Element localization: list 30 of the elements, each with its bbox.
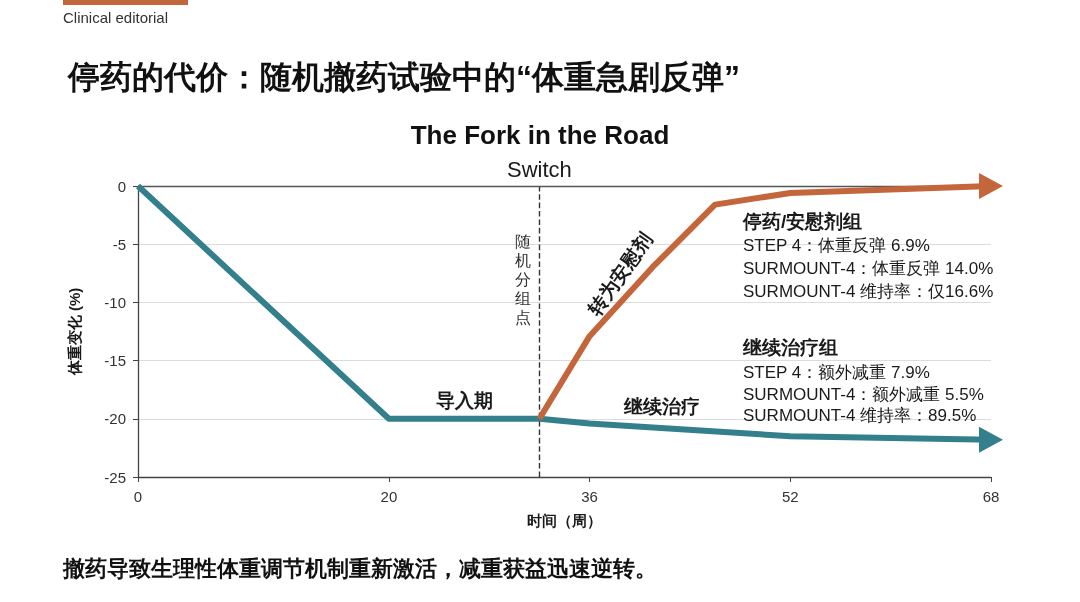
ref-line-label: Switch <box>507 156 572 182</box>
text: 撤药导致生理性体重调节机制重新激活，减重获益迅速逆转。 <box>62 555 657 581</box>
annotation: SURMOUNT-4：额外减重 5.5% <box>743 384 984 404</box>
x-tick-label: 68 <box>982 488 1000 505</box>
annotation: STEP 4：体重反弹 6.9% <box>743 235 930 255</box>
y-tick-label: -5 <box>112 235 126 253</box>
annotation: SURMOUNT-4 维持率：仅16.6% <box>743 281 994 301</box>
annotation: 停药/安慰剂组 <box>742 210 863 232</box>
x-tick-label: 36 <box>581 488 598 505</box>
annotation: 转为安慰剂 <box>583 229 656 320</box>
annotation: SURMOUNT-4 维持率：89.5% <box>743 405 977 425</box>
x-tick-label: 20 <box>380 488 398 505</box>
text: Clinical editorial <box>63 8 169 26</box>
chart-subtitle: The Fork in the Road <box>410 120 670 150</box>
y-tick-label: -15 <box>104 352 126 370</box>
annotation: SURMOUNT-4：体重反弹 14.0% <box>743 258 994 278</box>
x-tick-label: 52 <box>781 488 799 505</box>
annotation: 继续治疗 <box>623 395 700 417</box>
annotation: 导入期 <box>435 389 493 411</box>
y-tick-label: 0 <box>117 177 126 195</box>
annotation: 继续治疗组 <box>742 336 838 358</box>
y-axis-title: 体重变化 (%) <box>66 287 83 377</box>
y-tick-label: -25 <box>104 468 126 486</box>
chart-title: 停药的代价：随机撤药试验中的“体重急剧反弹” <box>67 59 740 95</box>
annotation: 随机分组点 <box>515 232 531 326</box>
y-tick-label: -10 <box>104 293 126 311</box>
y-tick-label: -20 <box>104 410 126 428</box>
annotation: STEP 4：额外减重 7.9% <box>743 362 930 382</box>
x-tick-label: 0 <box>133 488 143 505</box>
x-axis-title: 时间（周） <box>527 512 602 529</box>
